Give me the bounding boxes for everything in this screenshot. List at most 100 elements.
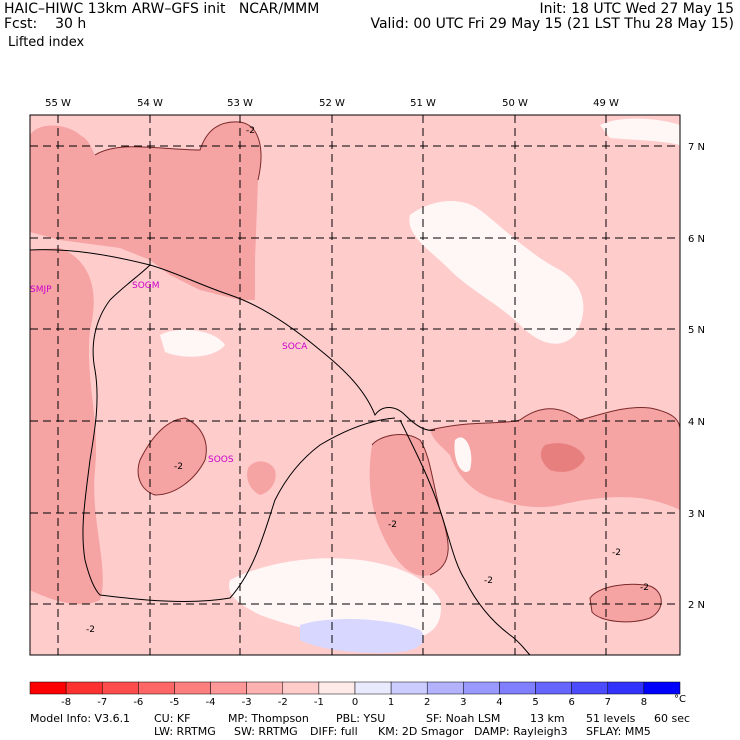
colorbar-swatch [246, 681, 284, 695]
colorbar-tick-label: 6 [568, 697, 574, 708]
colorbar-tick-label: -5 [169, 697, 179, 708]
colorbar-tick-label: -4 [206, 697, 216, 708]
model-info: Model Info: V3.6.1 [30, 712, 131, 725]
lat-label: 2 N [688, 600, 705, 611]
station-smjp: SMJP [30, 285, 52, 295]
colorbar-swatch [643, 681, 681, 695]
colorbar-tick-label: 5 [532, 697, 538, 708]
colorbar-swatch [426, 681, 464, 695]
contour-label: -2 [612, 548, 621, 558]
colorbar-tick-label: -8 [61, 697, 71, 708]
damp-scheme: DAMP: Rayleigh3 [474, 725, 568, 738]
colorbar-tick-label: 0 [352, 697, 358, 708]
contour-label: -2 [86, 625, 95, 635]
lat-label: 4 N [688, 417, 705, 428]
lon-label: 55 W [45, 98, 71, 109]
contour-label: -2 [388, 520, 397, 530]
lat-lon-grid [30, 115, 680, 655]
colorbar-swatch [535, 681, 572, 695]
colorbar-tick-label: 4 [496, 697, 502, 708]
region-white-northeast [409, 200, 584, 344]
resolution: 13 km [530, 712, 565, 725]
lifted-index-field [30, 115, 680, 655]
latitude-labels: 7 N 6 N 5 N 4 N 3 N 2 N [688, 142, 705, 611]
colorbar-swatch [463, 681, 500, 695]
colorbar-swatch [210, 681, 247, 695]
region-blue-south [300, 618, 424, 653]
colorbar-swatch [571, 681, 609, 695]
region-white-top-right [600, 118, 680, 145]
organization: NCAR/MMM [238, 1, 320, 17]
colorbar-swatch [354, 681, 392, 695]
colorbar-tick-label: -3 [242, 697, 252, 708]
contour-label: -2 [174, 462, 183, 472]
forecast-hours: 30 h [55, 16, 87, 32]
map-frame [29, 114, 681, 656]
contour-labels: -2 -2 -2 -2 -2 -2 -2 [86, 126, 649, 635]
mp-scheme: MP: Thompson [228, 712, 309, 725]
vertical-levels: 51 levels [586, 712, 636, 725]
sflay-scheme: SFLAY: MM5 [586, 725, 651, 738]
cu-scheme: CU: KF [154, 712, 191, 725]
lon-label: 51 W [410, 98, 436, 109]
colorbar-tick-label: -1 [314, 697, 324, 708]
colorbar-swatch [65, 681, 103, 695]
colorbar-swatch [318, 681, 356, 695]
colorbar-swatch [138, 681, 175, 695]
time-step: 60 sec [654, 712, 691, 725]
field-name: Lifted index [8, 35, 85, 50]
coastlines-borders [30, 249, 531, 655]
contour-label: -2 [246, 126, 255, 136]
colorbar-swatch [282, 681, 320, 695]
station-soos: SOOS [208, 455, 234, 465]
station-soca: SOCA [282, 342, 308, 352]
longitude-labels: 55 W 54 W 53 W 52 W 51 W 50 W 49 W [45, 98, 619, 109]
contour-label: -2 [640, 583, 649, 593]
forecast-label: Fcst: [4, 16, 38, 32]
region-red-east [540, 443, 585, 472]
lon-label: 52 W [319, 98, 345, 109]
colorbar-swatch [390, 681, 428, 695]
region-pink-northwest [30, 121, 261, 300]
pbl-scheme: PBL: YSU [336, 712, 386, 725]
colorbar-swatch [499, 681, 536, 695]
region-pink-south-center [369, 434, 449, 576]
region-white-west [160, 329, 225, 357]
colorbar-tick-label: 7 [605, 697, 611, 708]
contour-label: -2 [484, 576, 493, 586]
colorbar-unit: °C [674, 694, 686, 705]
station-sogm: SOGM [132, 281, 160, 291]
region-pink-southeast [590, 584, 662, 622]
region-pink-center [138, 418, 207, 495]
lat-label: 5 N [688, 325, 705, 336]
colorbar-tick-label: 3 [460, 697, 466, 708]
colorbar-tick-label: -2 [278, 697, 288, 708]
colorbar-labels: -8 -7 -6 -5 -4 -3 -2 -1 0 1 2 3 4 5 6 7 8 [61, 697, 647, 708]
sf-scheme: SF: Noah LSM [426, 712, 501, 725]
colorbar-tick-label: -6 [133, 697, 143, 708]
region-white-south [229, 558, 441, 640]
lon-label: 54 W [137, 98, 163, 109]
lon-label: 49 W [593, 98, 619, 109]
colorbar-tick-label: 8 [641, 697, 647, 708]
colorbar-swatch [29, 681, 67, 695]
station-labels: SMJP SOGM SOCA SOOS [30, 281, 308, 465]
colorbar-swatch [101, 681, 139, 695]
valid-time: Valid: 00 UTC Fri 29 May 15 (21 LST Thu … [370, 16, 734, 32]
diff-scheme: DIFF: full [310, 725, 358, 738]
colorbar-tick-label: -7 [97, 697, 107, 708]
region-white-small [454, 437, 472, 472]
colorbar-swatch [607, 681, 645, 695]
region-pink-small [247, 461, 276, 495]
colorbar [29, 681, 681, 695]
colorbar-tick-label: 1 [388, 697, 394, 708]
sw-scheme: SW: RRTMG [234, 725, 298, 738]
lon-label: 50 W [502, 98, 528, 109]
lat-label: 7 N [688, 142, 705, 153]
km-scheme: KM: 2D Smagor [378, 725, 464, 738]
lat-label: 3 N [688, 509, 705, 520]
colorbar-tick-label: 2 [424, 697, 430, 708]
header-model-title: HAIC–HIWC 13km ARW–GFS init NCAR/MMM [4, 2, 319, 17]
header-forecast: Fcst: 30 h [4, 17, 86, 32]
